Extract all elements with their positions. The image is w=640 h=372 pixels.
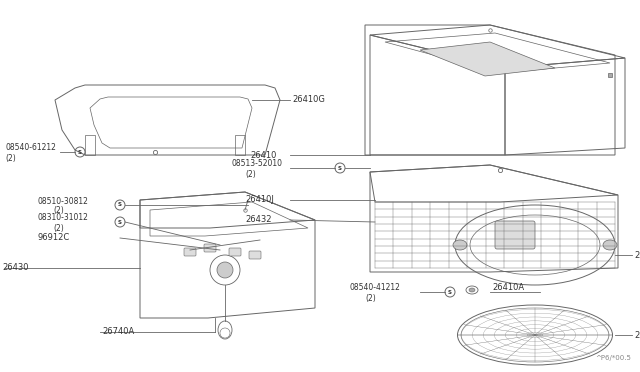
Text: 08513-52010: 08513-52010: [232, 160, 283, 169]
Text: 26432: 26432: [245, 215, 271, 224]
Text: 26411: 26411: [634, 330, 640, 340]
Text: S: S: [118, 202, 122, 208]
Polygon shape: [420, 42, 555, 76]
Text: 26410: 26410: [250, 151, 276, 160]
Text: (2): (2): [53, 206, 64, 215]
Text: 08510-30812: 08510-30812: [37, 196, 88, 205]
FancyBboxPatch shape: [204, 244, 216, 252]
Text: 26410A: 26410A: [492, 283, 524, 292]
Text: S: S: [78, 150, 82, 154]
Text: 96912C: 96912C: [37, 234, 69, 243]
Text: 08540-61212: 08540-61212: [5, 144, 56, 153]
FancyBboxPatch shape: [249, 251, 261, 259]
FancyBboxPatch shape: [495, 221, 535, 249]
Ellipse shape: [469, 288, 475, 292]
Text: (2): (2): [365, 294, 376, 302]
Text: 08310-31012: 08310-31012: [37, 214, 88, 222]
Text: (2): (2): [5, 154, 16, 163]
FancyBboxPatch shape: [184, 248, 196, 256]
Ellipse shape: [453, 240, 467, 250]
FancyBboxPatch shape: [229, 248, 241, 256]
Text: 26410J: 26410J: [245, 196, 274, 205]
Text: 08540-41212: 08540-41212: [350, 283, 401, 292]
Text: S: S: [118, 219, 122, 224]
Text: 26430: 26430: [2, 263, 29, 273]
Text: 26740A: 26740A: [102, 327, 134, 337]
Text: (2): (2): [245, 170, 256, 180]
Ellipse shape: [603, 240, 617, 250]
Text: ^P6/*00.5: ^P6/*00.5: [595, 355, 631, 361]
Text: S: S: [448, 289, 452, 295]
Text: 26410: 26410: [634, 250, 640, 260]
Text: (2): (2): [53, 224, 64, 232]
Circle shape: [217, 262, 233, 278]
Text: S: S: [338, 166, 342, 170]
Text: 26410G: 26410G: [292, 96, 325, 105]
